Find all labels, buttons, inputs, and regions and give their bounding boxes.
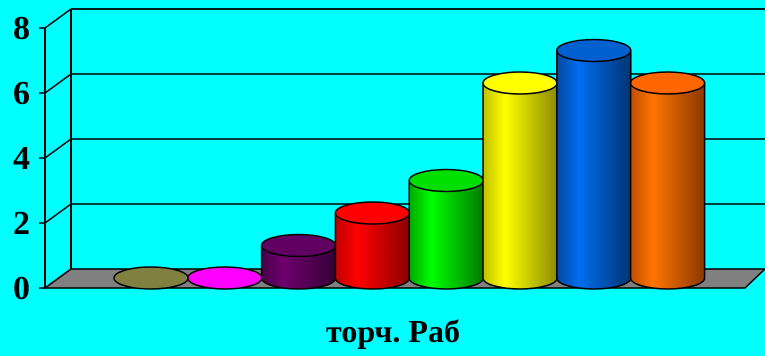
bar-body xyxy=(556,49,632,290)
bar xyxy=(113,266,189,290)
bars-layer xyxy=(113,38,706,290)
bar-top xyxy=(260,233,337,258)
side-depth-line xyxy=(44,73,72,94)
bar xyxy=(482,71,558,290)
bar-top xyxy=(334,201,411,225)
y-tick-label: 8 xyxy=(13,10,30,47)
bar-top xyxy=(408,168,484,193)
bar-top xyxy=(187,266,263,290)
y-tick-label: 0 xyxy=(13,270,30,307)
bar xyxy=(629,71,706,290)
side-depth-line xyxy=(44,138,72,159)
bar-top xyxy=(482,71,558,95)
bar-body xyxy=(334,212,411,290)
side-depth-line xyxy=(44,8,72,29)
y-tick-label: 6 xyxy=(13,75,30,112)
y-tick-label: 2 xyxy=(13,205,30,242)
bar-body xyxy=(629,82,706,290)
bar xyxy=(260,233,337,290)
side-depth-line xyxy=(44,203,72,224)
y-tick-label: 4 xyxy=(13,140,30,177)
bar-top xyxy=(556,38,632,63)
bar xyxy=(187,266,263,290)
x-axis-label: торч. Раб xyxy=(326,313,460,349)
bar-top xyxy=(113,266,189,290)
bar-body xyxy=(408,179,484,290)
bar xyxy=(334,201,411,290)
bar xyxy=(556,38,632,290)
bar xyxy=(408,168,484,290)
bar-body xyxy=(482,82,558,290)
bar-body xyxy=(260,244,337,290)
y-tick-labels: 0 2 4 6 8 xyxy=(13,10,30,307)
bar-top xyxy=(629,71,706,95)
